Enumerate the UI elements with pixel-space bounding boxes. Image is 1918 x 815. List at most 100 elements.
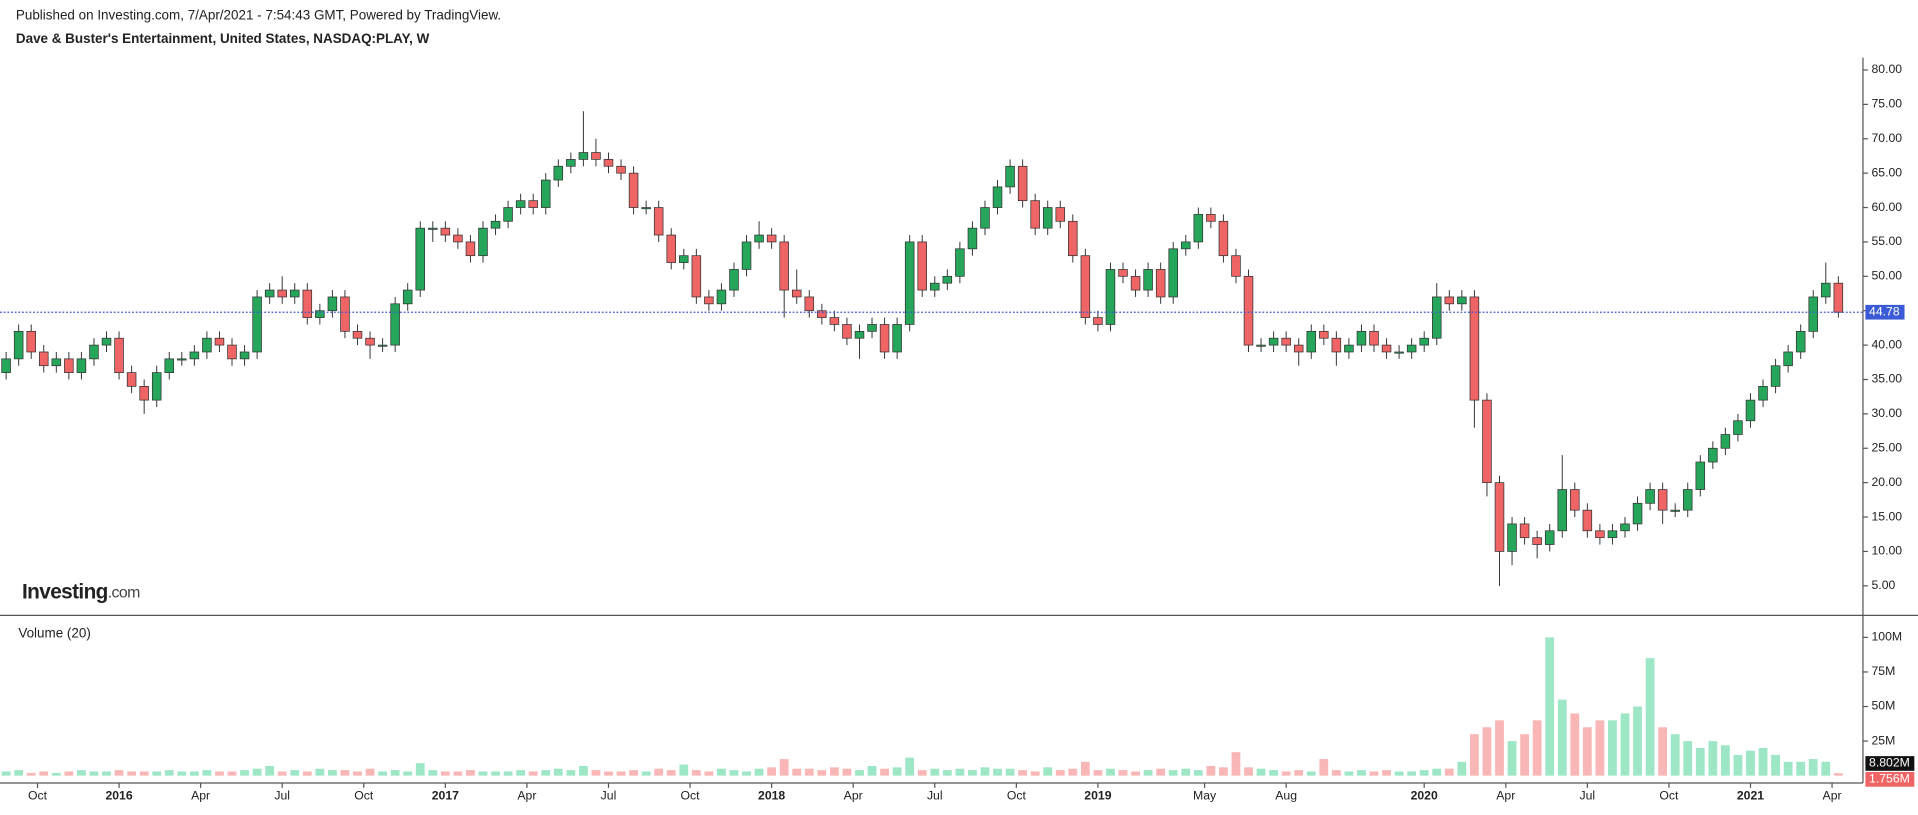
volume-bar <box>1005 768 1015 776</box>
volume-bar <box>1168 770 1178 776</box>
volume-bar <box>1294 770 1304 776</box>
volume-bar <box>654 768 664 776</box>
volume-bar <box>917 770 927 776</box>
candle-body <box>955 248 965 277</box>
y-tick-label: 55.00 <box>1872 234 1903 248</box>
candle-body <box>1444 296 1455 305</box>
x-tick-label: Jul <box>274 789 290 803</box>
volume-bar <box>328 770 337 776</box>
candle-body <box>390 303 400 346</box>
candle-body <box>1645 489 1655 504</box>
candle-body <box>578 152 589 160</box>
candle-body <box>1657 489 1668 511</box>
volume-bar <box>1570 713 1580 776</box>
volume-bar <box>64 771 74 776</box>
volume-bar <box>578 765 588 776</box>
candle-body <box>1268 337 1279 346</box>
candle-body <box>289 289 300 298</box>
symbol-title: Dave & Buster's Entertainment, United St… <box>16 31 430 46</box>
volume-bar <box>1758 747 1768 776</box>
candle-body <box>1231 255 1241 277</box>
x-tick-label: Jul <box>927 789 943 803</box>
volume-bar <box>553 768 563 776</box>
volume-bar <box>1331 770 1341 776</box>
candle-body <box>754 234 764 243</box>
candle-body <box>829 317 840 325</box>
candle-body <box>616 165 626 174</box>
x-tick-label: Oct <box>354 789 374 803</box>
y-tick-label: 35.00 <box>1872 372 1903 386</box>
candle-body <box>1243 275 1254 346</box>
candle-body <box>1833 282 1844 313</box>
x-tick-label: 2018 <box>758 789 785 803</box>
candle-body <box>1582 509 1593 532</box>
volume-bar <box>704 771 714 776</box>
volume-bar <box>227 771 237 776</box>
candle-body <box>566 159 576 167</box>
x-tick-label: Apr <box>1496 789 1515 803</box>
candle-body <box>1733 420 1743 435</box>
volume-bar <box>591 770 601 776</box>
volume-bar <box>930 768 940 776</box>
volume-bar <box>742 771 751 776</box>
candle-body <box>1155 269 1166 298</box>
candle-body <box>1080 255 1091 318</box>
volume-bar <box>1219 767 1228 776</box>
candle-body <box>716 289 727 305</box>
candle-body <box>679 255 689 263</box>
candle-body <box>1770 365 1781 387</box>
candle-body <box>478 227 488 257</box>
volume-bar <box>1683 741 1693 776</box>
candle-body <box>1068 220 1078 257</box>
y-tick-label: 5.00 <box>1872 578 1896 592</box>
volume-bar <box>365 768 375 776</box>
candle-body <box>264 289 275 298</box>
volume-bar <box>541 770 551 776</box>
volume-bar <box>189 771 199 776</box>
volume-bar <box>378 771 387 776</box>
volume-bar <box>968 770 977 776</box>
volume-bar <box>729 770 739 776</box>
volume-bar <box>315 768 325 776</box>
y-tick-label: 65.00 <box>1872 165 1903 179</box>
candle-body <box>1331 337 1342 353</box>
volume-tick-label: 100M <box>1872 630 1903 644</box>
candle-body <box>402 289 413 305</box>
candle-body <box>1306 330 1317 353</box>
volume-bar <box>942 770 952 776</box>
volume-bar <box>1156 768 1166 776</box>
candle-body <box>930 282 940 291</box>
volume-bar <box>1018 770 1028 776</box>
volume-bar <box>1771 754 1780 776</box>
volume-bar <box>403 771 413 776</box>
candle-body <box>1206 214 1216 222</box>
candle-body <box>252 296 262 353</box>
candle-body <box>653 207 664 236</box>
volume-bar <box>867 765 877 776</box>
candle-body <box>540 179 551 208</box>
logo-suffix: .com <box>108 585 140 602</box>
volume-bar <box>215 771 224 776</box>
volume-tick-label: 75M <box>1872 664 1896 678</box>
candle-body <box>76 358 87 373</box>
candle-body <box>1344 344 1354 353</box>
x-tick-label: Oct <box>1007 789 1027 803</box>
candle-body <box>1557 489 1568 532</box>
candle-body <box>214 337 225 346</box>
volume-tick-label: 25M <box>1872 733 1896 747</box>
volume-bar <box>1080 761 1090 776</box>
volume-bar <box>1419 770 1429 776</box>
candle-body <box>1093 317 1103 325</box>
candle-body <box>64 358 74 373</box>
volume-bar <box>1645 658 1655 776</box>
candle-body <box>39 351 49 367</box>
candle-body <box>227 344 237 360</box>
candle-body <box>1181 241 1191 250</box>
volume-bar <box>14 770 24 776</box>
candle-body <box>1482 399 1492 484</box>
y-tick-label: 40.00 <box>1872 337 1903 351</box>
volume-bar <box>1833 773 1843 776</box>
candle-body <box>1356 330 1367 346</box>
volume-bar <box>1143 770 1153 776</box>
